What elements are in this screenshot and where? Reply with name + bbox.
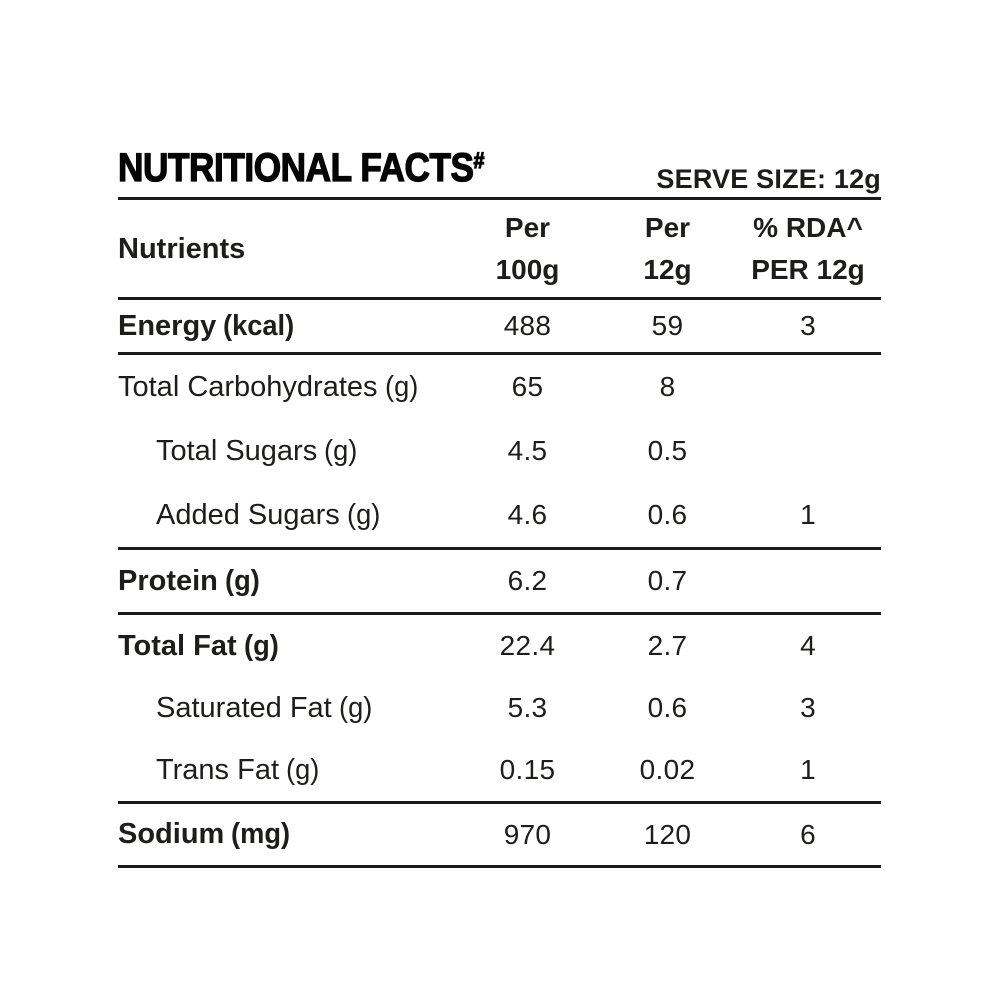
- value-rda: 3: [800, 692, 816, 723]
- value-per-100g: 22.4: [499, 630, 556, 661]
- nutrient-name: Protein: [118, 564, 218, 597]
- column-header-nutrients-text: Nutrients: [118, 232, 246, 265]
- table-section: Total Carbohydrates (g) 65 8 Total Sugars…: [118, 355, 881, 550]
- nutrient-label: Total Sugars (g): [118, 435, 455, 468]
- nutrient-label: Total Carbohydrates (g): [118, 371, 455, 404]
- value-per-100g: 488: [503, 310, 552, 341]
- table-sections: Energy (kcal) 488 59 3 Total Carbohydrate…: [118, 300, 881, 868]
- value-per-100g: 970: [503, 818, 552, 850]
- value-per-100g: 6.2: [507, 565, 548, 596]
- value-per-12g: 8: [659, 371, 676, 402]
- value-per-100g: 5.3: [507, 692, 548, 723]
- value-per-12g: 120: [643, 818, 692, 850]
- table-row: Total Carbohydrates (g) 65 8: [118, 355, 881, 419]
- table-row: Energy (kcal) 488 59 3: [118, 300, 881, 352]
- table-row: Total Sugars (g) 4.5 0.5: [118, 419, 881, 483]
- nutrient-name: Energy: [118, 309, 217, 342]
- nutrient-unit: (g): [384, 370, 418, 403]
- column-header-per-12g-line2: 12g: [643, 253, 692, 285]
- nutrient-label: Added Sugars (g): [118, 499, 455, 532]
- value-per-12g: 0.5: [647, 435, 688, 466]
- table-section: Energy (kcal) 488 59 3: [118, 300, 881, 355]
- value-per-12g: 0.02: [639, 754, 696, 785]
- value-per-12g: 0.6: [647, 499, 688, 530]
- column-header-per-100g: Per 100g: [455, 207, 600, 291]
- table-row: Total Fat (g) 22.4 2.7 4: [118, 615, 881, 677]
- value-per-12g: 0.7: [647, 565, 688, 596]
- column-header-nutrients: Nutrients: [118, 232, 455, 266]
- nutrient-name: Total Sugars: [156, 434, 318, 467]
- nutrient-unit: (g): [243, 629, 279, 662]
- column-header-row: Nutrients Per 100g Per 12g % RDA^ PER 12…: [118, 200, 881, 300]
- label-header: NUTRITIONAL FACTS# SERVE SIZE: 12g: [117, 146, 881, 200]
- column-header-per-100g-line2: 100g: [495, 253, 560, 285]
- table-row: Sodium (mg) 970 120 6: [118, 804, 881, 865]
- value-per-100g: 4.5: [507, 435, 548, 466]
- value-per-12g: 0.6: [647, 692, 688, 723]
- value-rda: 4: [800, 630, 816, 661]
- page-title: NUTRITIONAL FACTS#: [117, 146, 485, 194]
- column-header-per-12g-line1: Per: [644, 211, 691, 243]
- title-superscript-hash: #: [473, 147, 485, 173]
- nutrient-unit: (g): [324, 434, 358, 467]
- nutrient-label: Saturated Fat (g): [118, 692, 455, 725]
- table-row: Trans Fat (g) 0.15 0.02 1: [118, 739, 881, 801]
- column-header-per-100g-line1: Per: [504, 211, 551, 243]
- value-rda: 3: [800, 310, 816, 341]
- page-title-text: NUTRITIONAL FACTS: [117, 146, 474, 190]
- value-per-12g: 2.7: [647, 630, 688, 661]
- nutrition-label: NUTRITIONAL FACTS# SERVE SIZE: 12g Nutri…: [117, 146, 881, 868]
- value-per-12g: 59: [651, 310, 684, 341]
- nutrient-name: Sodium: [118, 818, 225, 850]
- nutrient-name: Trans Fat: [156, 753, 280, 786]
- table-section: Total Fat (g) 22.4 2.7 4 Saturated Fat (g)…: [118, 615, 881, 804]
- column-header-rda: % RDA^ PER 12g: [735, 207, 881, 291]
- value-per-100g: 4.6: [507, 499, 548, 530]
- nutrient-unit: (g): [224, 564, 260, 597]
- column-header-rda-line1: % RDA^: [753, 211, 863, 243]
- nutrient-label: Trans Fat (g): [118, 754, 455, 787]
- value-rda: 6: [800, 818, 816, 850]
- table-section: Sodium (mg) 970 120 6: [118, 804, 881, 868]
- table-section: Protein (g) 6.2 0.7: [118, 550, 881, 615]
- nutrient-name: Total Carbohydrates: [118, 370, 378, 403]
- value-rda: 1: [800, 499, 816, 530]
- serve-size-label: SERVE SIZE: 12g: [656, 164, 881, 194]
- nutrient-name: Total Fat: [118, 629, 237, 662]
- nutrient-unit: (mg): [231, 818, 291, 850]
- column-header-rda-line2: PER 12g: [751, 253, 865, 285]
- table-row: Protein (g) 6.2 0.7: [118, 550, 881, 612]
- nutrient-unit: (g): [286, 753, 320, 786]
- nutrient-label: Total Fat (g): [118, 630, 455, 663]
- table-row: Saturated Fat (g) 5.3 0.6 3: [118, 677, 881, 739]
- nutrient-name: Added Sugars: [156, 498, 340, 531]
- nutrient-unit: (kcal): [223, 309, 295, 342]
- table-row: Added Sugars (g) 4.6 0.6 1: [118, 483, 881, 547]
- nutrient-label: Sodium (mg): [118, 818, 455, 851]
- nutrient-label: Protein (g): [118, 565, 455, 598]
- value-per-100g: 65: [511, 371, 544, 402]
- nutrient-name: Saturated Fat: [156, 691, 332, 724]
- value-rda: 1: [800, 754, 816, 785]
- nutrient-unit: (g): [346, 498, 381, 531]
- value-per-100g: 0.15: [499, 754, 556, 785]
- nutrient-label: Energy (kcal): [118, 310, 455, 343]
- column-header-per-12g: Per 12g: [600, 207, 735, 291]
- nutrient-unit: (g): [338, 691, 373, 724]
